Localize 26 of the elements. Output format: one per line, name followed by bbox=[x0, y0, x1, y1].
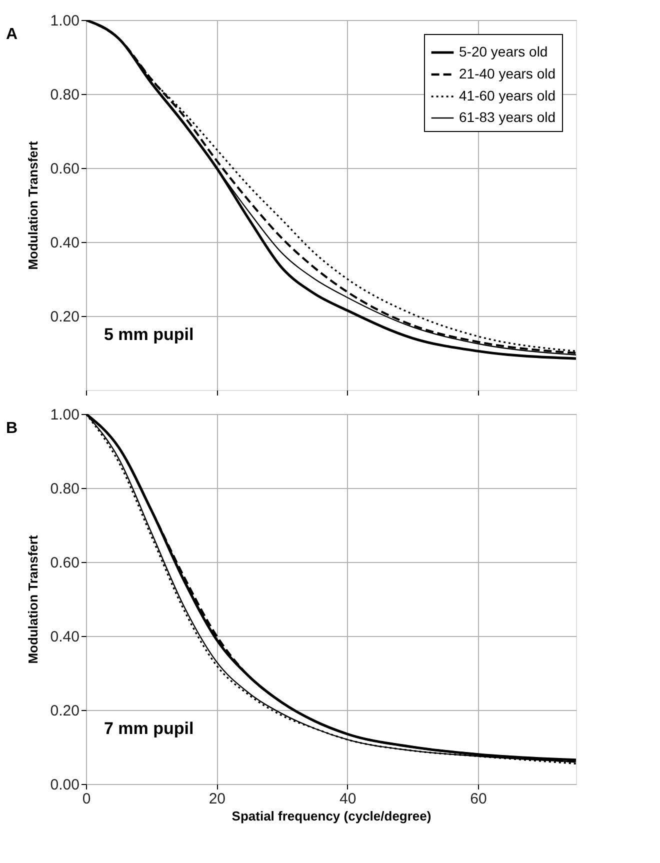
y-tick-label: 1.00 bbox=[50, 12, 80, 30]
y-axis-title: Modulation Transfert bbox=[25, 140, 40, 270]
y-axis-title: Modulation Transfert bbox=[25, 534, 40, 664]
y-tick-label: 0.80 bbox=[50, 86, 80, 104]
x-tick-label: 0 bbox=[82, 790, 91, 808]
legend-label: 5-20 years old bbox=[459, 44, 548, 60]
x-tick-label: 40 bbox=[339, 790, 356, 808]
y-tick-label: 0.40 bbox=[50, 234, 80, 252]
y-tick-label: 0.60 bbox=[50, 554, 80, 572]
y-tick-label: 0.40 bbox=[50, 628, 80, 646]
x-axis-title: Spatial frequency (cycle/degree) bbox=[232, 808, 432, 824]
y-tick-label: 0.20 bbox=[50, 308, 80, 326]
text: A bbox=[6, 26, 18, 43]
annotation: 7 mm pupil bbox=[104, 719, 194, 738]
y-tick-label: 1.00 bbox=[50, 406, 80, 424]
legend-label: 21-40 years old bbox=[459, 66, 556, 82]
y-tick-label: 0.20 bbox=[50, 702, 80, 720]
y-tick-label: 0.60 bbox=[50, 160, 80, 178]
legend-label: 61-83 years old bbox=[459, 109, 556, 125]
legend-label: 41-60 years old bbox=[459, 88, 556, 104]
x-tick-label: 60 bbox=[470, 790, 487, 808]
annotation: 5 mm pupil bbox=[104, 325, 194, 344]
x-tick-label: 20 bbox=[208, 790, 226, 808]
y-tick-label: 0.80 bbox=[50, 480, 80, 498]
text: B bbox=[6, 420, 18, 437]
y-tick-label: 0.00 bbox=[50, 776, 80, 794]
